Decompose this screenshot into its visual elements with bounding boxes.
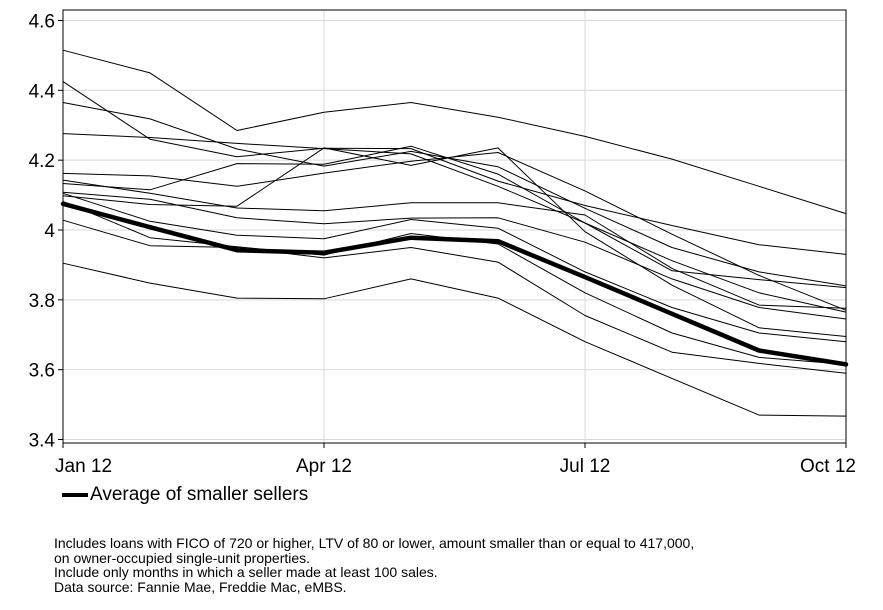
axis-ticks: 3.4 3.6 3.8 4 4.2 4.4 4.6 Jan 12 Apr 12 Jul 12 Oct… — [29, 11, 856, 477]
y-tick-label: 3.6 — [29, 361, 55, 382]
x-tick-label: Apr 12 — [296, 456, 352, 477]
x-tick-label: Jul 12 — [560, 456, 611, 477]
x-tick-label: Jan 12 — [55, 456, 112, 477]
series-line-seller — [62, 192, 847, 343]
footnote-line-1: Includes loans with FICO of 720 or highe… — [54, 535, 695, 551]
y-tick-label: 4.4 — [29, 81, 56, 102]
series-line-seller — [62, 49, 847, 215]
series-line-seller — [62, 147, 847, 337]
series-line-seller — [62, 133, 847, 289]
footnote-line-3: Include only months in which a seller ma… — [54, 564, 438, 580]
legend: Average of smaller sellers — [62, 484, 308, 506]
series-line-seller — [62, 179, 847, 309]
y-tick-label: 3.8 — [29, 291, 55, 312]
series-line-seller — [62, 191, 847, 320]
y-tick-label: 4.2 — [29, 151, 55, 172]
series-line-seller — [62, 219, 847, 374]
series-lines — [60, 49, 849, 417]
y-tick-label: 3.4 — [29, 431, 56, 452]
series-line-seller — [62, 81, 847, 255]
series-line-seller — [62, 145, 847, 313]
legend-label-average: Average of smaller sellers — [90, 484, 309, 505]
series-line-seller — [62, 102, 847, 287]
plot-frame — [62, 9, 847, 444]
x-tick-label: Oct 12 — [800, 456, 856, 477]
line-chart: 3.4 3.6 3.8 4 4.2 4.4 4.6 Jan 12 Apr 12 Jul 12 Oct… — [29, 9, 856, 477]
footnote-line-4: Data source: Fannie Mae, Freddie Mac, eM… — [54, 578, 347, 595]
y-tick-label: 4 — [44, 221, 55, 242]
footnote-line-2: on owner-occupied single-unit properties… — [54, 549, 311, 566]
series-line-average — [60, 201, 849, 367]
y-tick-label: 4.6 — [29, 11, 55, 32]
legend-swatch-average — [62, 493, 88, 497]
series-line-seller — [62, 152, 847, 311]
footnotes: Includes loans with FICO of 720 or highe… — [54, 536, 694, 594]
series-line-seller — [62, 262, 847, 417]
